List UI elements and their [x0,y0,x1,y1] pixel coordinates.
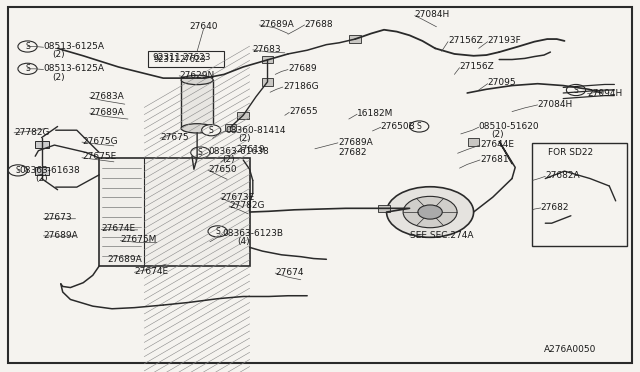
Text: S: S [198,148,203,157]
Circle shape [403,196,457,228]
Circle shape [566,84,586,96]
Text: 08513-6125A: 08513-6125A [44,42,104,51]
Text: (2): (2) [52,73,65,81]
Text: S: S [573,86,579,94]
Bar [35,141,49,148]
Circle shape [202,125,221,136]
Text: 27688: 27688 [305,20,333,29]
Text: 08363-61638: 08363-61638 [19,166,80,175]
Text: 27084H: 27084H [538,100,573,109]
Text: (2): (2) [52,50,65,59]
Bar [262,78,273,86]
Text: 27683A: 27683A [90,92,124,101]
Text: 27095: 27095 [488,78,516,87]
Bar [35,167,49,175]
Text: S: S [209,126,214,135]
Text: 27675E: 27675E [82,153,116,161]
Bar [262,56,273,63]
Text: S: S [15,166,20,175]
Circle shape [387,187,474,237]
Text: 27689A: 27689A [108,255,142,264]
Text: 16182M: 16182M [357,109,394,118]
Circle shape [18,41,37,52]
Text: 27675G: 27675G [82,137,118,146]
Text: 27650: 27650 [208,165,237,174]
Text: (2): (2) [238,134,251,143]
Text: 27623: 27623 [182,53,211,62]
Bar [148,51,224,67]
Text: 27186G: 27186G [283,82,319,91]
Bar [349,35,361,43]
Bar [413,123,425,130]
Text: 27655: 27655 [289,107,318,116]
Text: 27156Z: 27156Z [448,36,483,45]
Text: 27681: 27681 [480,155,509,164]
Text: (2): (2) [223,155,236,164]
Text: 08363-61638: 08363-61638 [208,147,269,156]
Text: 27682A: 27682A [545,171,580,180]
Text: S: S [25,64,30,73]
Circle shape [191,147,210,158]
Text: 27689A: 27689A [338,138,372,147]
Text: 27674E: 27674E [101,224,135,233]
Bar [181,80,213,128]
Text: S: S [25,42,30,51]
Text: 92311: 92311 [152,53,181,62]
Text: 08513-6125A: 08513-6125A [44,64,104,73]
Text: 27674E: 27674E [134,267,168,276]
Text: (2): (2) [492,130,504,139]
Circle shape [18,63,37,74]
Circle shape [208,226,227,237]
Text: 27689: 27689 [288,64,317,73]
Bar [99,158,250,266]
Text: (4): (4) [237,237,250,246]
Text: 27782G: 27782G [229,201,264,210]
Bar [237,112,249,119]
Text: 27193F: 27193F [488,36,522,45]
Ellipse shape [181,76,213,85]
Bar [193,149,204,156]
Text: 27084H: 27084H [415,10,450,19]
Circle shape [8,165,28,176]
Text: 27689A: 27689A [44,231,78,240]
Bar [225,124,236,131]
Text: 08363-6123B: 08363-6123B [223,229,284,238]
Text: 27675M: 27675M [120,235,157,244]
Text: 27619: 27619 [237,145,266,154]
Text: S: S [417,122,422,131]
Bar [468,138,479,146]
Text: 27673E: 27673E [221,193,255,202]
Text: 27156Z: 27156Z [460,62,494,71]
Text: 27640: 27640 [189,22,218,31]
Text: 27682: 27682 [541,203,570,212]
Bar [378,205,390,212]
Text: 08510-51620: 08510-51620 [479,122,540,131]
Text: 27675: 27675 [160,133,189,142]
Text: 27782G: 27782G [14,128,49,137]
Text: 27673: 27673 [44,213,72,222]
Text: FOR SD22: FOR SD22 [548,148,593,157]
Text: 27689A: 27689A [259,20,294,29]
Bar [532,143,627,246]
Text: 27644E: 27644E [480,140,514,149]
Text: 27629N: 27629N [179,71,214,80]
Text: SEE SEC.274A: SEE SEC.274A [410,231,473,240]
Text: S: S [215,227,220,236]
Bar [212,227,223,234]
Text: 27650B: 27650B [381,122,415,131]
Text: 27689A: 27689A [90,108,124,117]
Text: 27094H: 27094H [588,89,623,97]
Text: 08360-81414: 08360-81414 [225,126,286,135]
Ellipse shape [181,124,213,133]
Text: 27682: 27682 [338,148,367,157]
Circle shape [410,121,429,132]
Text: 92311: 92311 [154,55,180,64]
Text: 27623: 27623 [180,55,207,64]
Circle shape [418,205,442,219]
Text: 27683: 27683 [253,45,282,54]
Text: 27674: 27674 [275,268,304,277]
Text: A276A0050: A276A0050 [544,345,596,354]
Text: (2): (2) [35,174,48,183]
